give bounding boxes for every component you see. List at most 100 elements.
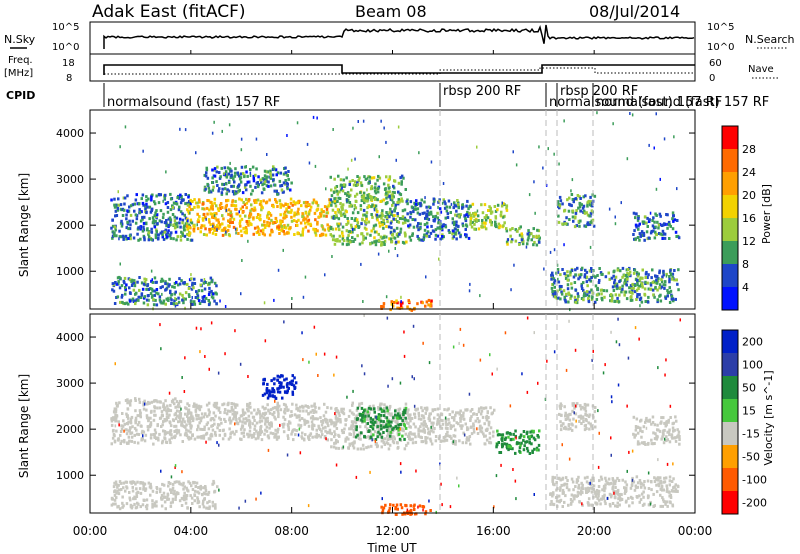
velocity-cell	[449, 424, 452, 428]
power-cell	[465, 234, 468, 238]
power-cell	[159, 209, 163, 213]
power-cell	[651, 219, 654, 222]
velocity-cell	[417, 411, 420, 415]
velocity-cell	[250, 411, 253, 415]
velocity-cell	[356, 433, 359, 437]
power-cell	[394, 203, 397, 207]
velocity-cell	[307, 436, 310, 440]
power-cell	[161, 285, 164, 289]
velocity-cell	[340, 407, 343, 411]
power-ylabel: Slant Range [km]	[17, 173, 31, 277]
velocity-cell	[163, 406, 167, 410]
power-cell	[169, 197, 173, 201]
power-cell	[465, 213, 468, 217]
velocity-cell	[274, 432, 278, 436]
velocity-cell	[587, 421, 590, 425]
power-cell	[151, 221, 155, 225]
velocity-cell	[271, 394, 275, 398]
power-noise-cell	[570, 189, 572, 193]
velocity-cell	[379, 419, 383, 423]
power-cell	[114, 205, 117, 209]
power-noise-cell	[535, 234, 538, 238]
power-cell	[193, 300, 196, 304]
velocity-cell	[179, 419, 182, 423]
power-cell	[583, 273, 587, 277]
velocity-cell	[184, 431, 187, 435]
power-noise-cell	[296, 121, 299, 125]
power-cell	[166, 206, 170, 209]
power-cell	[661, 229, 665, 233]
velocity-cell	[178, 499, 182, 503]
velocity-cell	[526, 430, 529, 434]
power-cell	[290, 219, 294, 223]
power-cell	[677, 268, 680, 272]
power-cell	[202, 281, 206, 285]
power-cell	[178, 217, 182, 221]
freq-tick-bottom: 8	[66, 73, 72, 84]
power-cell	[665, 213, 668, 216]
power-cell	[175, 216, 179, 220]
power-cell	[641, 285, 644, 289]
velocity-cell	[128, 496, 131, 500]
power-cell	[644, 280, 647, 284]
power-cell	[636, 236, 640, 239]
velocity-cell	[230, 431, 233, 435]
power-cell	[135, 217, 139, 221]
velocity-cell	[659, 421, 663, 425]
power-cell	[218, 171, 221, 174]
velocity-cell	[128, 439, 131, 443]
power-cell	[553, 285, 556, 289]
velocity-cell	[485, 414, 489, 418]
velocity-cell	[528, 452, 532, 455]
velocity-cell	[163, 430, 167, 433]
velocity-cell	[170, 436, 173, 440]
power-cell	[675, 278, 678, 282]
power-noise-cell	[673, 135, 675, 139]
velocity-cell	[428, 412, 431, 416]
velocity-cell	[121, 501, 124, 505]
power-echo-layer	[110, 111, 681, 312]
velocity-cell	[197, 414, 200, 417]
power-cell	[396, 234, 400, 238]
velocity-cell	[118, 507, 122, 511]
power-cell	[470, 225, 474, 229]
power-cell	[333, 199, 337, 203]
power-cell	[232, 217, 236, 221]
velocity-cell	[199, 487, 202, 491]
power-cell	[255, 231, 259, 235]
velocity-cell	[130, 431, 134, 435]
power-noise-cell	[533, 180, 535, 184]
velocity-cell	[559, 402, 563, 406]
velocity-cell	[119, 481, 123, 485]
power-cell	[376, 178, 379, 182]
power-cell	[407, 219, 410, 223]
power-cell	[655, 278, 658, 282]
velocity-cell	[248, 433, 251, 437]
velocity-cell	[559, 413, 563, 417]
velocity-cell	[130, 439, 134, 443]
velocity-cell	[357, 437, 361, 441]
velocity-cell	[181, 424, 185, 428]
power-cell	[176, 283, 180, 287]
power-noise-cell	[188, 200, 190, 204]
power-cell	[390, 300, 393, 304]
power-cell	[442, 198, 445, 202]
power-cell	[625, 268, 629, 272]
power-cell	[234, 207, 237, 211]
power-cell	[186, 217, 189, 221]
velocity-cell	[134, 397, 137, 401]
velocity-cell	[132, 497, 135, 501]
power-cell	[208, 301, 211, 305]
power-cell	[269, 213, 273, 217]
power-cell	[557, 214, 560, 218]
power-cell	[586, 204, 589, 208]
velocity-cell	[512, 437, 515, 441]
power-cell	[441, 228, 444, 232]
power-cell	[561, 222, 564, 226]
power-cell	[354, 194, 357, 198]
velocity-cell	[133, 426, 137, 430]
power-cell	[635, 225, 638, 229]
power-cell	[236, 171, 239, 175]
power-cell	[644, 276, 647, 279]
velocity-cell	[560, 404, 563, 407]
